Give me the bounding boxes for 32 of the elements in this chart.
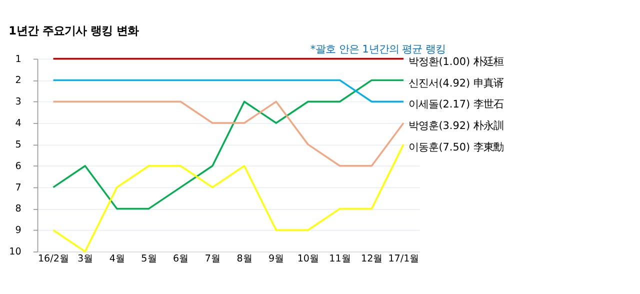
y-tick-label: 4 — [15, 118, 22, 130]
x-tick-label: 9월 — [268, 254, 285, 265]
series-label: 이동훈(7.50) 李東勳 — [408, 142, 504, 154]
y-tick-label: 9 — [15, 225, 22, 236]
y-tick-label: 10 — [9, 246, 22, 258]
y-tick-label: 7 — [15, 182, 22, 194]
x-tick-label: 5월 — [141, 254, 158, 265]
y-tick-label: 5 — [15, 139, 22, 150]
line-series — [52, 79, 404, 210]
x-tick-label: 12월 — [361, 254, 384, 265]
series-label: 박정환(1.00) 朴廷桓 — [408, 56, 504, 68]
x-tick-label: 10월 — [297, 254, 320, 265]
x-tick-label: 4월 — [109, 254, 126, 265]
x-tick-label: 3월 — [77, 254, 94, 265]
line-series — [52, 144, 404, 252]
x-tick-label: 17/1월 — [388, 254, 420, 265]
y-tick-label: 2 — [15, 75, 22, 86]
x-tick-label: 6월 — [173, 254, 190, 265]
x-tick-label: 11월 — [329, 254, 352, 265]
series-label: 신진서(4.92) 申真谞 — [408, 77, 504, 90]
x-tick-label: 16/2월 — [38, 254, 70, 265]
x-tick-label: 8월 — [236, 254, 253, 265]
x-tick-label: 7월 — [204, 254, 221, 265]
y-tick-label: 1 — [15, 54, 22, 65]
line-series — [52, 100, 404, 167]
y-tick-label: 8 — [15, 204, 22, 215]
y-tick-label: 6 — [15, 160, 22, 172]
series-label: 이세돌(2.17) 李世石 — [408, 98, 504, 111]
series-label: 박영훈(3.92) 朴永訓 — [408, 120, 504, 132]
y-tick-label: 3 — [15, 96, 22, 108]
text: *괄호 안은 1년간의 평균 랭킹 — [310, 44, 446, 56]
chart-title: 1년간 주요기사 랭킹 변화 — [8, 24, 138, 38]
